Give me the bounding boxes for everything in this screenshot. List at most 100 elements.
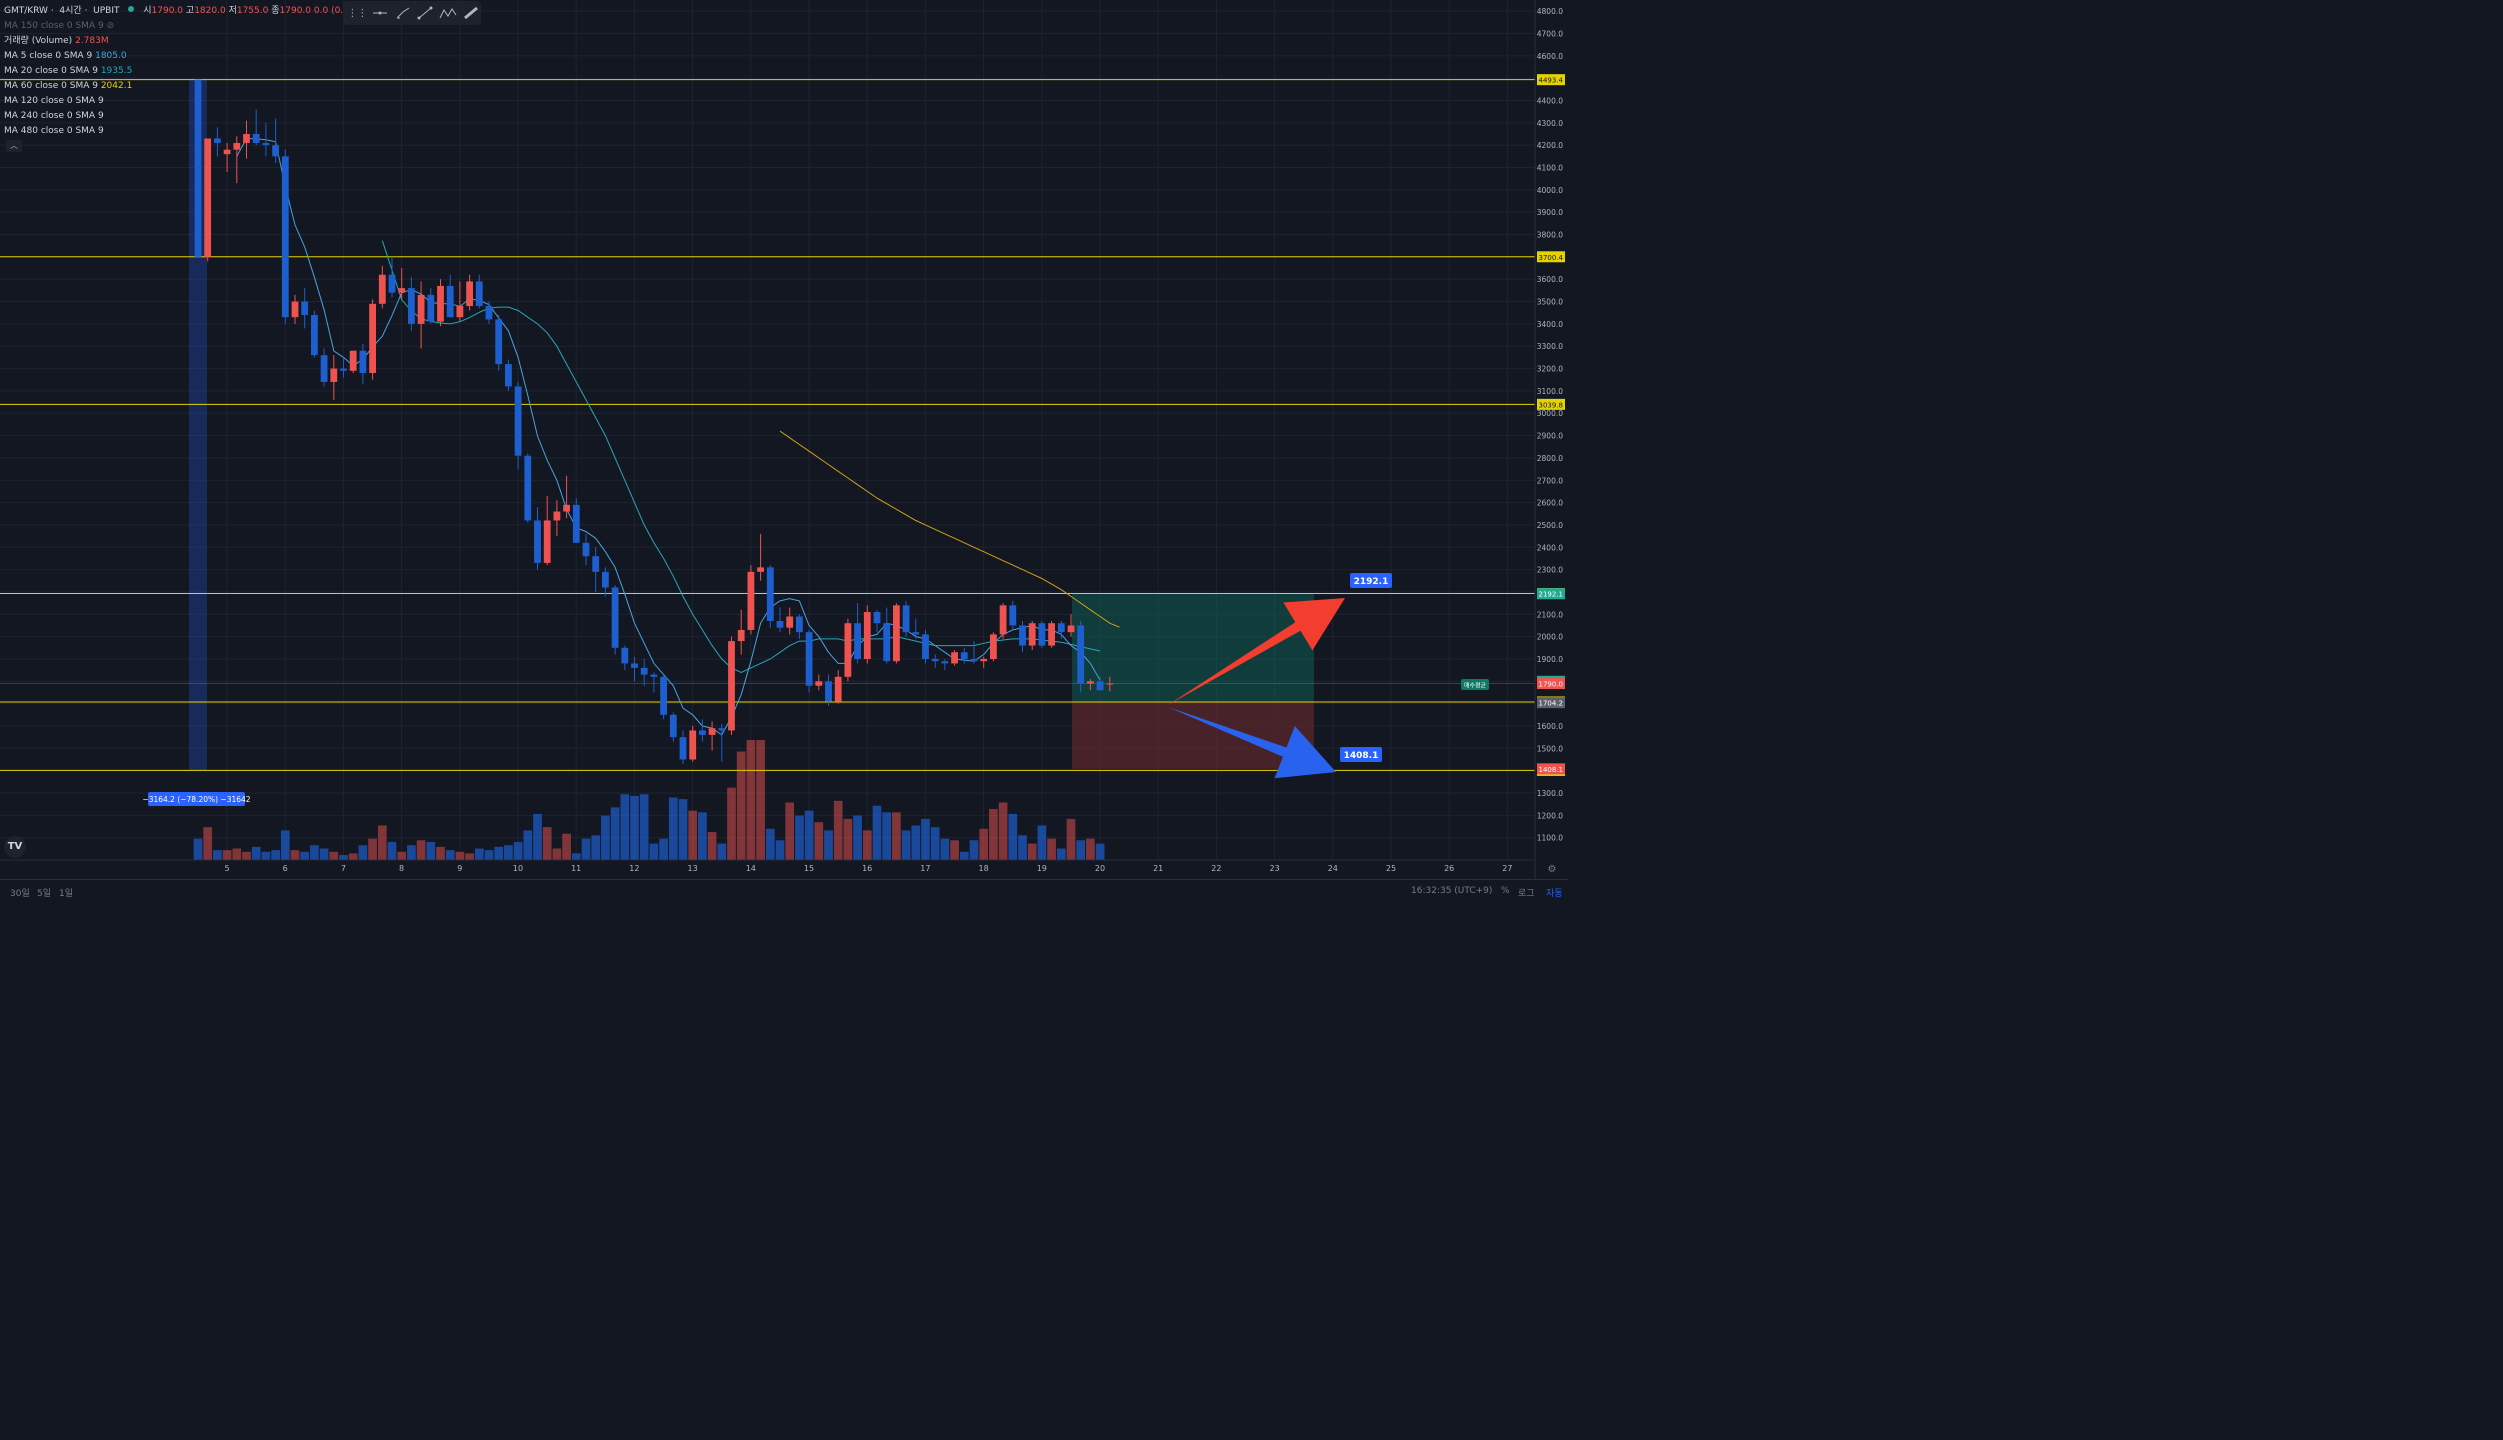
legend-volume[interactable]: 거래량 (Volume) 2.783M [4,34,367,49]
time-tick-label: 23 [1270,864,1280,873]
volume-bar [639,794,649,860]
price-tick-label: 1900.0 [1537,655,1563,664]
price-tick-label: 2700.0 [1537,476,1563,485]
candle-body [369,303,376,374]
time-tick-label: 20 [1095,864,1105,873]
price-tick-label: 4200.0 [1537,141,1563,150]
candle-body [514,386,522,456]
candle-body [834,676,842,702]
candle-body [1087,681,1094,684]
interval-label[interactable]: 4시간 [59,6,82,16]
time-tick-label: 19 [1037,864,1047,873]
volume-bar [387,841,397,860]
price-axis-bg [1535,0,1568,879]
ruler-icon[interactable] [460,3,481,23]
legend-ma150[interactable]: MA 150 close 0 SMA 9 ⊘ [4,19,367,34]
price-tick-label: 3000.0 [1537,409,1563,418]
candle-body [204,138,212,257]
volume-bar [300,851,310,860]
volume-bar [562,833,571,860]
volume-bar [203,827,213,860]
collapse-legend-button[interactable]: ︿ [6,140,22,152]
candle-body [815,681,823,686]
candle-body [281,156,289,318]
legend-ma5[interactable]: MA 5 close 0 SMA 9 1805.0 [4,49,367,64]
trend-line-icon[interactable] [415,3,436,23]
candle-body [776,620,784,628]
chart-area[interactable]: 2192.1 1408.1 −3164.2 (−78.20%) −31642 매수평균… [0,0,1568,902]
hline-price-badge: 3700.4 [1537,251,1565,263]
horizontal-line-icon[interactable] [370,3,391,23]
hline-price-badge: 3039.8 [1537,398,1565,410]
candle-body [388,274,396,293]
volume-bar [552,848,562,860]
ma20-value: 1935.5 [100,66,133,76]
hline-price-badge-text: 3039.8 [1539,401,1564,409]
brush-icon[interactable] [392,3,413,23]
volume-bar [397,851,407,860]
volume-bar [271,850,280,860]
hidden-eye-icon[interactable]: ⊘ [106,21,115,31]
volume-bar [290,850,300,860]
volume-bar [542,827,552,860]
volume-bar [329,851,339,860]
volume-bar [358,845,368,860]
legend-ma240[interactable]: MA 240 close 0 SMA 9 [4,109,367,124]
candle-body [931,658,939,662]
legend-ma480[interactable]: MA 480 close 0 SMA 9 [4,124,367,139]
time-tick-label: 24 [1328,864,1338,873]
volume-bar [494,846,504,860]
drag-handle-icon[interactable]: ⋮⋮ [347,7,368,19]
chart-legend: GMT/KRW · 4시간 · UPBIT 시1790.0 고1820.0 저1… [4,4,367,139]
high-value: 1820.0 [194,6,226,16]
symbol-row: GMT/KRW · 4시간 · UPBIT 시1790.0 고1820.0 저1… [4,6,367,16]
candle-body [214,138,221,143]
loss-zone [1072,701,1314,769]
time-tick-label: 6 [283,864,288,873]
price-tick-label: 4100.0 [1537,164,1563,173]
legend-ma120[interactable]: MA 120 close 0 SMA 9 [4,94,367,109]
candle-body [728,641,735,731]
price-chart[interactable]: 2192.1 1408.1 −3164.2 (−78.20%) −31642 매수평균… [0,0,1568,879]
volume-bar [804,810,814,860]
volume-bar [1095,843,1105,860]
volume-bar [843,818,853,860]
log-toggle[interactable]: 로그 [1518,889,1535,899]
price-tick-label: 2300.0 [1537,566,1563,575]
candle-body [863,612,871,659]
legend-ma60[interactable]: MA 60 close 0 SMA 9 2042.1 [4,79,367,94]
candle-body [669,714,677,738]
range-30d[interactable]: 30일 [10,889,30,899]
range-1d[interactable]: 1일 [59,889,74,899]
hline-price-badge-bg [1537,251,1565,263]
price-badge-text: 1408.1 [1539,766,1564,774]
candle-body [437,285,444,322]
auto-toggle[interactable]: 자동 [1546,889,1563,899]
price-badge-text: 2192.1 [1539,591,1564,599]
tradingview-logo-icon[interactable]: TV [4,836,26,858]
volume-bar [620,794,630,860]
clock-time[interactable]: 16:32:35 (UTC+9) [1411,886,1493,896]
volume-bar [523,830,533,860]
symbol-name[interactable]: GMT/KRW [4,6,48,16]
time-tick-label: 11 [571,864,581,873]
candle-body [970,658,978,662]
target-arrow-up [1168,598,1345,705]
volume-bar [319,848,329,860]
pattern-icon[interactable] [438,3,459,23]
time-tick-label: 7 [341,864,346,873]
legend-ma20[interactable]: MA 20 close 0 SMA 9 1935.5 [4,64,367,79]
candle-body [1106,683,1114,685]
percent-toggle[interactable]: % [1501,886,1510,896]
price-tick-label: 4300.0 [1537,119,1563,128]
time-tick-label: 21 [1153,864,1163,873]
time-tick-label: 12 [629,864,639,873]
range-5d[interactable]: 5일 [37,889,52,899]
volume-bar [785,802,795,860]
target-callout: 2192.1 [1350,573,1392,588]
price-badge-bg [1537,588,1565,600]
volume-bar [193,838,203,860]
low-label: 저 [228,6,237,16]
settings-gear-icon[interactable]: ⚙ [1548,864,1557,875]
volume-bar [853,815,862,860]
